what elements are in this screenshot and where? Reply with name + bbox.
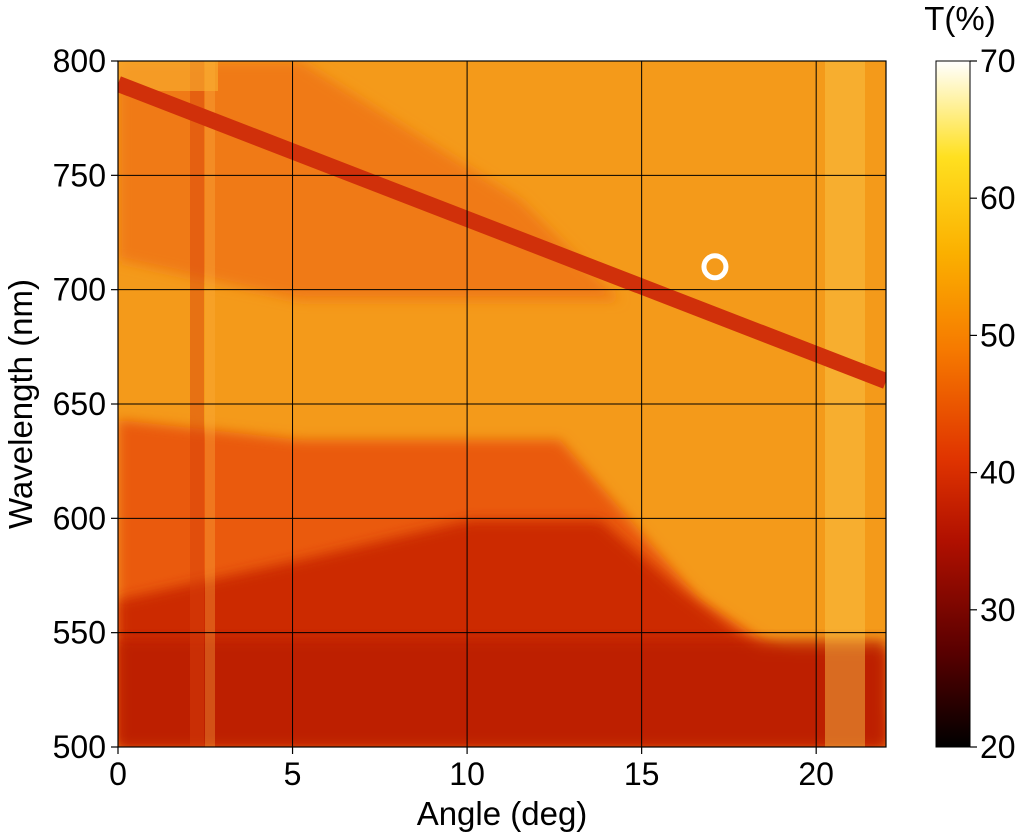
resonance-dip-line — [118, 76, 886, 389]
x-tick-label: 15 — [624, 756, 660, 792]
y-tick-label: 500 — [53, 729, 106, 765]
x-axis-ticks: 0 5 10 15 20 — [109, 747, 834, 792]
y-tick-label: 750 — [53, 157, 106, 193]
x-tick-label: 0 — [109, 756, 127, 792]
colorbar — [935, 60, 971, 748]
y-tick-label: 550 — [53, 615, 106, 651]
highlight-marker — [701, 253, 729, 281]
x-tick-label: 10 — [449, 756, 485, 792]
colorbar-tick-label: 40 — [980, 455, 1016, 491]
x-tick-label: 20 — [798, 756, 834, 792]
colorbar-tick-label: 60 — [980, 180, 1016, 216]
y-axis-title: Wavelength (nm) — [2, 279, 39, 529]
colorbar-tick-label: 30 — [980, 592, 1016, 628]
y-tick-label: 600 — [53, 500, 106, 536]
colorbar-tick-label: 50 — [980, 317, 1016, 353]
x-axis-title: Angle (deg) — [417, 795, 588, 832]
colorbar-ticks: 20 30 40 50 60 70 — [970, 43, 1016, 765]
y-tick-label: 650 — [53, 386, 106, 422]
y-axis-ticks: 500 550 600 650 700 750 800 — [53, 43, 118, 765]
colorbar-tick-label: 70 — [980, 43, 1016, 79]
colorbar-tick-label: 20 — [980, 729, 1016, 765]
heat-bottom-band — [118, 640, 886, 747]
y-tick-label: 800 — [53, 43, 106, 79]
grid-lines — [118, 61, 886, 747]
x-tick-label: 5 — [284, 756, 302, 792]
colorbar-title: T(%) — [924, 0, 995, 37]
y-tick-label: 700 — [53, 272, 106, 308]
